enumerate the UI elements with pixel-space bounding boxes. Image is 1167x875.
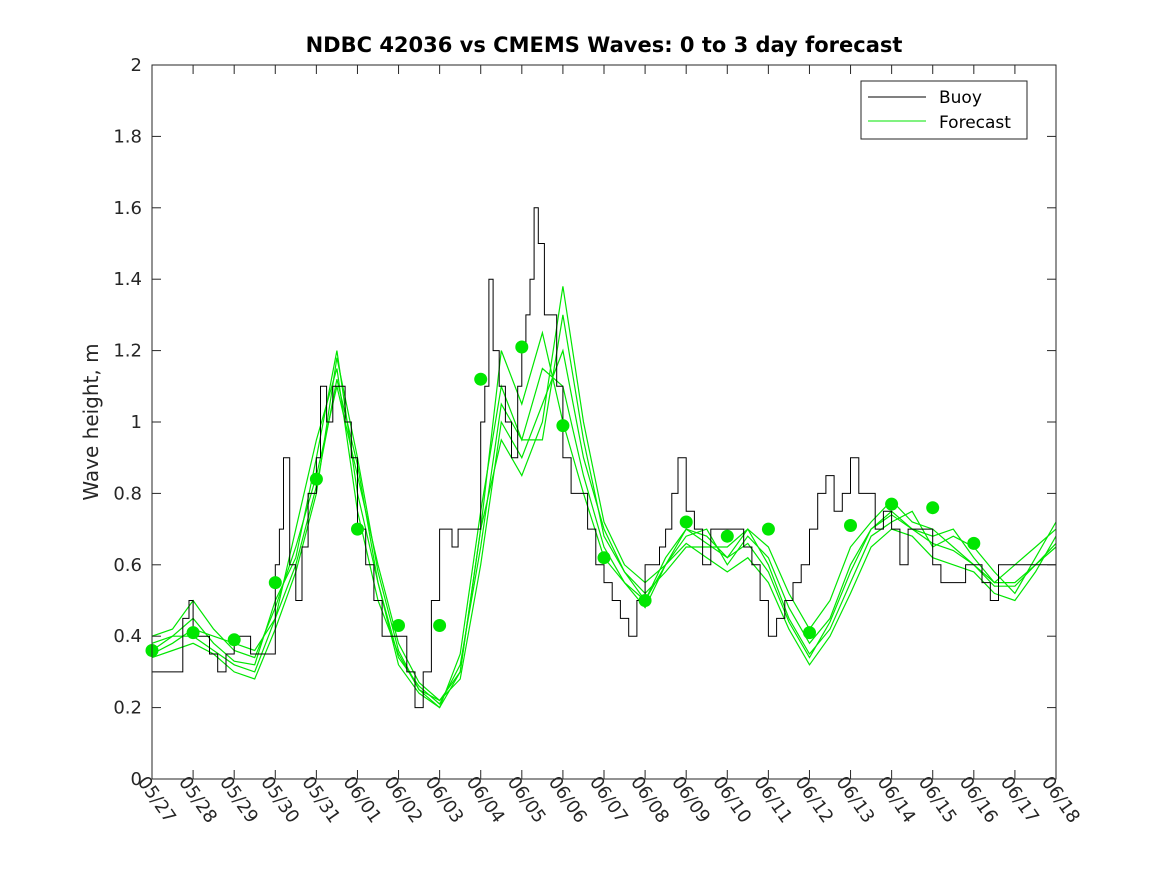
legend: Buoy Forecast [860, 80, 1028, 140]
y-tick-label: 0.2 [113, 698, 142, 719]
y-tick-label: 1.4 [113, 269, 142, 290]
forecast-marker [885, 497, 899, 511]
y-tick-label: 0.6 [113, 555, 142, 576]
y-tick-label: 0.8 [113, 483, 142, 504]
forecast-line-5 [151, 314, 1057, 705]
forecast-marker [309, 472, 323, 486]
y-axis-label: Wave height, m [79, 343, 103, 500]
forecast-marker [720, 529, 734, 543]
forecast-marker [803, 626, 816, 640]
y-tick-label: 1.6 [113, 198, 142, 219]
forecast-marker [474, 372, 488, 386]
forecast-marker [761, 522, 775, 536]
forecast-marker [679, 515, 693, 529]
legend-box [860, 80, 1028, 140]
forecast-marker [556, 419, 570, 433]
forecast-marker [515, 340, 529, 354]
data-layer [145, 207, 1057, 709]
forecast-marker [433, 619, 447, 632]
y-tick-label: 1 [131, 412, 142, 433]
forecast-line-4 [151, 286, 1057, 709]
forecast-marker [351, 522, 364, 536]
forecast-marker [268, 576, 282, 590]
y-tick-label: 0.4 [113, 626, 142, 647]
forecast-marker [597, 551, 611, 565]
y-tick-label: 1.2 [113, 341, 142, 362]
forecast-marker [392, 619, 405, 632]
forecast-marker [227, 633, 241, 647]
forecast-marker [638, 594, 652, 607]
legend-forecast-label: Forecast [939, 113, 1011, 133]
buoy-line [152, 207, 1056, 709]
plot-area [152, 65, 1056, 779]
forecast-marker [967, 536, 981, 550]
y-tick-label: 1.8 [113, 126, 142, 147]
forecast-marker [844, 519, 857, 532]
legend-buoy-label: Buoy [939, 88, 982, 108]
chart-title: NDBC 42036 vs CMEMS Waves: 0 to 3 day fo… [306, 33, 903, 57]
y-tick-label: 0 [131, 769, 142, 790]
forecast-marker [926, 501, 940, 515]
y-tick-label: 2 [131, 55, 142, 76]
forecast-marker [186, 626, 200, 640]
forecast-line-3 [151, 348, 1057, 702]
